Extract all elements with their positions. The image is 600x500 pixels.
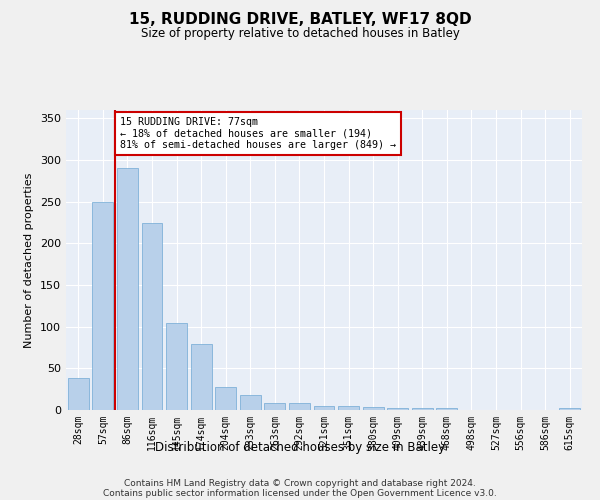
Bar: [92, 202, 113, 410]
Bar: [68, 378, 89, 410]
Bar: [362, 406, 383, 410]
Bar: [215, 386, 236, 410]
Text: Distribution of detached houses by size in Batley: Distribution of detached houses by size …: [155, 441, 445, 454]
Bar: [166, 324, 187, 410]
Text: 15, RUDDING DRIVE, BATLEY, WF17 8QD: 15, RUDDING DRIVE, BATLEY, WF17 8QD: [128, 12, 472, 28]
Bar: [338, 406, 359, 410]
Bar: [191, 344, 212, 410]
Y-axis label: Number of detached properties: Number of detached properties: [25, 172, 34, 348]
Bar: [117, 168, 138, 410]
Bar: [314, 406, 334, 410]
Bar: [142, 224, 163, 410]
Bar: [436, 408, 457, 410]
Text: Contains public sector information licensed under the Open Government Licence v3: Contains public sector information licen…: [103, 488, 497, 498]
Bar: [559, 408, 580, 410]
Bar: [289, 402, 310, 410]
Text: Size of property relative to detached houses in Batley: Size of property relative to detached ho…: [140, 28, 460, 40]
Bar: [412, 408, 433, 410]
Text: Contains HM Land Registry data © Crown copyright and database right 2024.: Contains HM Land Registry data © Crown c…: [124, 478, 476, 488]
Text: 15 RUDDING DRIVE: 77sqm
← 18% of detached houses are smaller (194)
81% of semi-d: 15 RUDDING DRIVE: 77sqm ← 18% of detache…: [120, 116, 396, 150]
Bar: [240, 395, 261, 410]
Bar: [265, 402, 286, 410]
Bar: [387, 408, 408, 410]
